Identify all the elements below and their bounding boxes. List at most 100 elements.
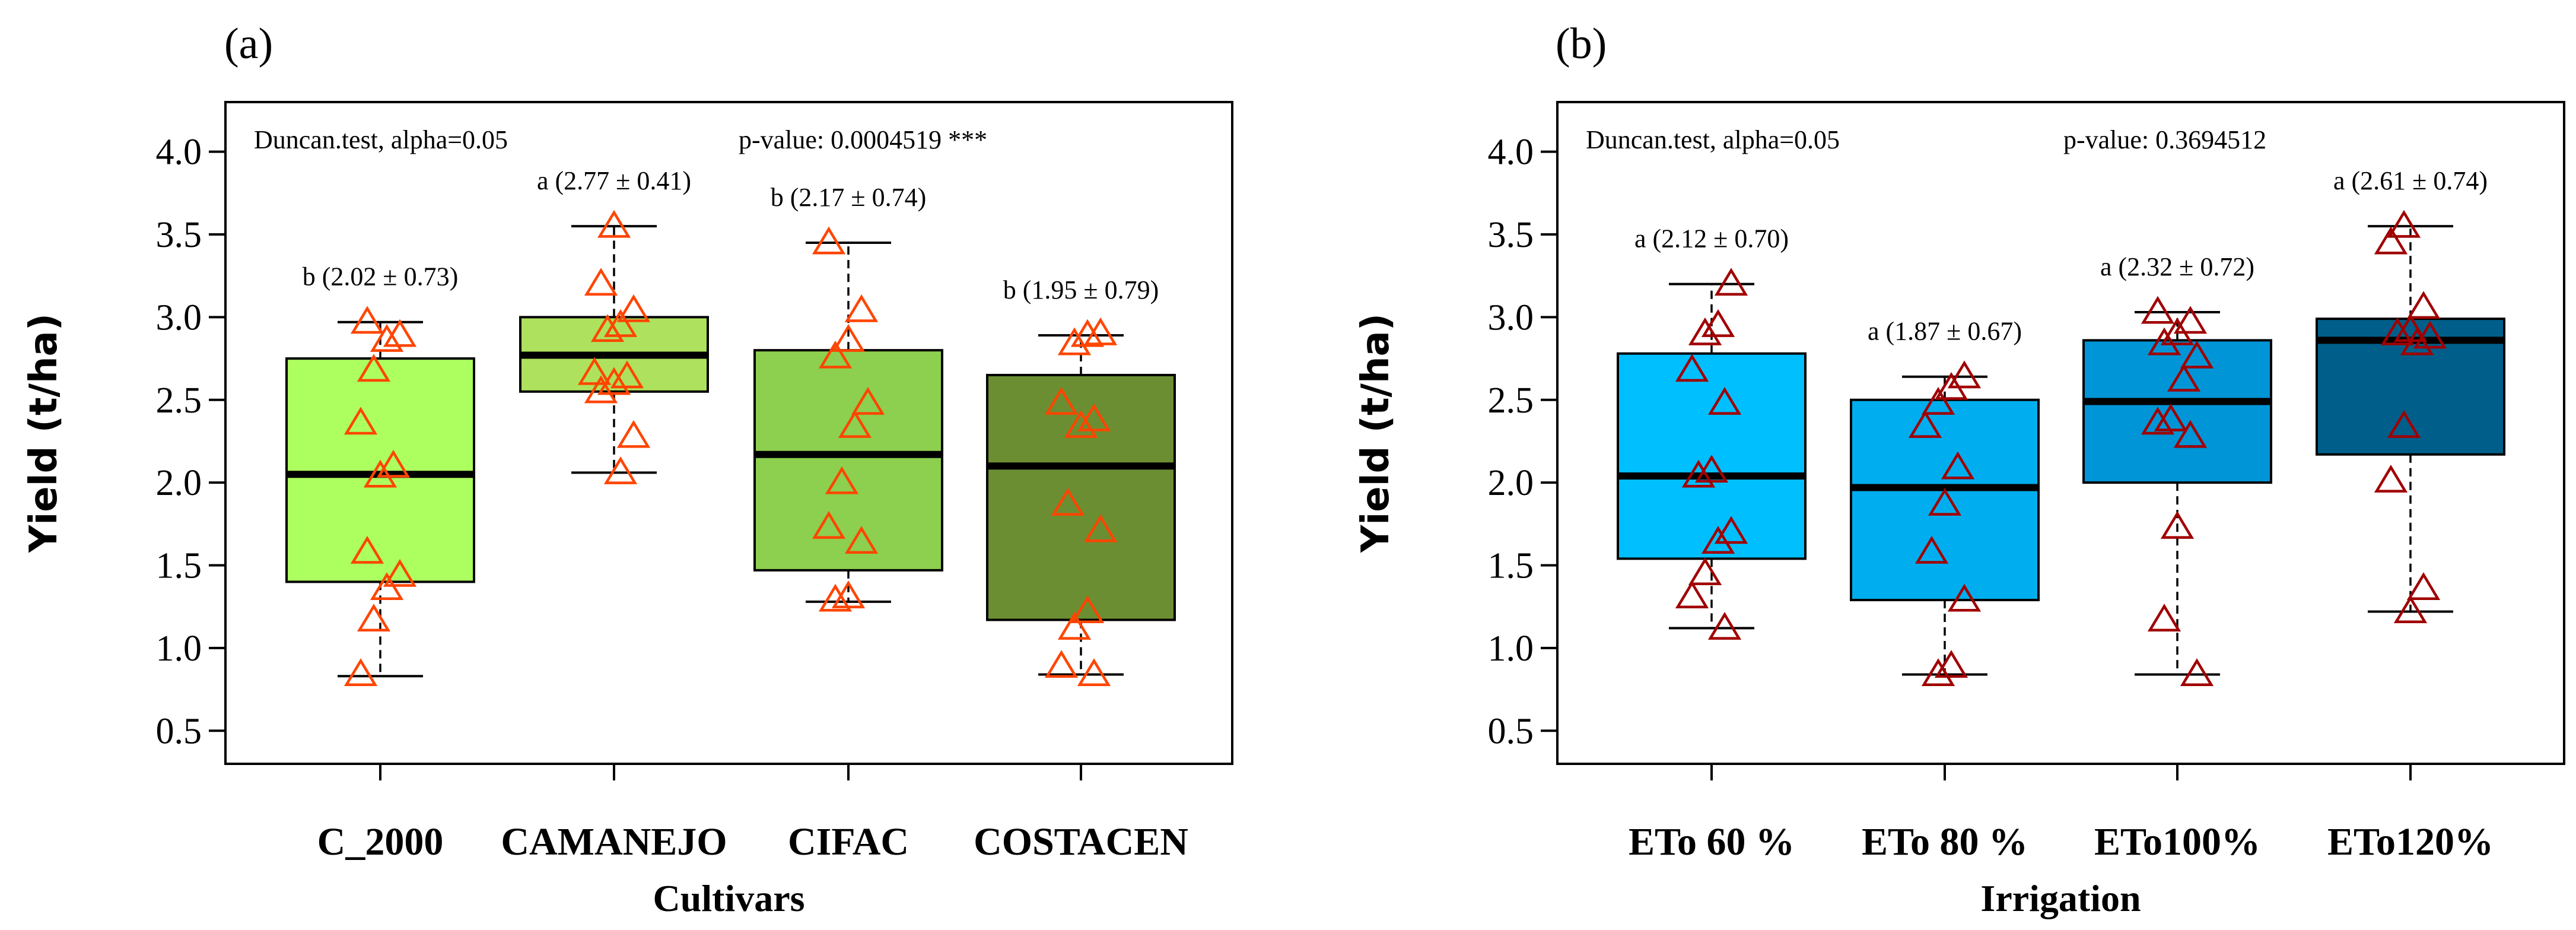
data-point <box>812 226 846 255</box>
data-point <box>851 386 885 415</box>
panel-label: (a) <box>224 20 273 68</box>
y-tick-label: 0.5 <box>156 711 202 751</box>
data-point <box>1057 612 1092 640</box>
x-tick-label: ETo120% <box>2327 820 2494 864</box>
data-point <box>2387 410 2421 438</box>
y-tick-label: 3.5 <box>1488 215 1534 255</box>
data-point <box>1675 354 1709 382</box>
y-tick-label: 1.5 <box>156 546 202 586</box>
data-point <box>1083 317 1118 345</box>
data-point <box>2380 317 2415 345</box>
y-tick-label: 0.5 <box>1488 711 1534 751</box>
y-axis-label: Yield (t/ha) <box>1354 313 1398 553</box>
y-tick-label: 3.5 <box>156 215 202 255</box>
x-tick-label: COSTACEN <box>974 820 1188 864</box>
box <box>1850 398 2040 602</box>
data-point <box>616 420 651 448</box>
data-point <box>1077 658 1111 686</box>
data-point <box>2374 226 2408 255</box>
data-point <box>831 580 866 608</box>
x-axis-label: Irrigation <box>1980 877 2141 919</box>
group-label: b (2.17 ± 0.74) <box>771 183 926 212</box>
group-label: a (2.32 ± 0.72) <box>2100 252 2254 281</box>
data-point <box>590 314 625 342</box>
y-tick-label: 3.0 <box>1488 297 1534 338</box>
box <box>986 373 1176 621</box>
data-point <box>831 324 866 352</box>
data-point <box>584 268 618 296</box>
data-point <box>1083 514 1118 542</box>
data-point <box>350 535 384 564</box>
data-point <box>577 357 612 385</box>
data-point <box>2393 595 2428 624</box>
data-point <box>2173 306 2208 334</box>
y-tick-label: 2.0 <box>1488 463 1534 503</box>
x-tick-label: CAMANEJO <box>501 820 727 864</box>
data-point <box>584 375 618 404</box>
data-point <box>376 449 411 478</box>
data-point <box>603 456 638 484</box>
data-point <box>2147 327 2181 356</box>
data-point <box>2173 420 2208 448</box>
x-tick-label: CIFAC <box>788 820 909 864</box>
data-point <box>2374 464 2408 493</box>
data-point <box>1688 317 1722 345</box>
group-label: b (1.95 ± 0.79) <box>1003 275 1159 304</box>
box <box>2082 339 2272 484</box>
x-axis-label: Cultivars <box>653 877 805 919</box>
data-point <box>383 319 417 347</box>
data-point <box>597 210 631 238</box>
y-tick-label: 3.0 <box>156 297 202 338</box>
x-tick-label: C_2000 <box>317 820 444 864</box>
group-label: a (2.12 ± 0.70) <box>1634 224 1789 253</box>
data-point <box>357 354 391 382</box>
data-point <box>812 511 846 539</box>
data-point <box>844 526 879 554</box>
data-point <box>610 360 644 389</box>
data-point <box>1714 268 1748 296</box>
data-point <box>2387 210 2421 238</box>
y-tick-label: 2.5 <box>156 380 202 421</box>
data-point <box>344 407 378 435</box>
data-point <box>818 583 853 612</box>
data-point <box>2154 403 2188 431</box>
data-point <box>1707 612 1742 640</box>
data-point <box>344 658 378 686</box>
data-point <box>2406 291 2441 319</box>
data-point <box>1921 658 1955 686</box>
y-axis-label: Yield (t/ha) <box>22 313 66 553</box>
data-point <box>603 309 638 337</box>
data-point <box>2141 296 2175 324</box>
data-point <box>370 324 404 352</box>
data-point <box>350 306 384 334</box>
y-tick-label: 2.5 <box>1488 380 1534 421</box>
y-tick-label: 4.0 <box>156 132 202 173</box>
data-point <box>1914 535 1949 564</box>
box <box>753 349 943 572</box>
data-point <box>1057 327 1092 356</box>
data-point <box>2147 604 2181 631</box>
x-tick-label: ETo 80 % <box>1862 820 2028 864</box>
data-point <box>1928 487 1962 516</box>
data-point <box>1064 410 1098 438</box>
data-point <box>2160 511 2195 539</box>
data-point <box>818 340 853 369</box>
data-point <box>1707 386 1742 415</box>
group-label: a (2.77 ± 0.41) <box>537 166 691 195</box>
data-point <box>1947 583 1982 612</box>
data-point <box>2406 572 2441 601</box>
data-point <box>1051 487 1085 516</box>
data-point <box>1694 455 1729 483</box>
data-point <box>363 459 397 488</box>
data-point <box>844 294 879 322</box>
p-value-label: p-value: 0.3694512 <box>2063 125 2266 154</box>
plot-frame <box>1556 101 2565 765</box>
data-point <box>2167 363 2201 392</box>
y-tick-label: 1.0 <box>156 629 202 669</box>
data-point <box>1077 403 1111 431</box>
data-point <box>1701 309 1735 337</box>
y-tick-label: 2.0 <box>156 463 202 503</box>
data-point <box>1921 386 1955 415</box>
data-point <box>357 604 391 631</box>
